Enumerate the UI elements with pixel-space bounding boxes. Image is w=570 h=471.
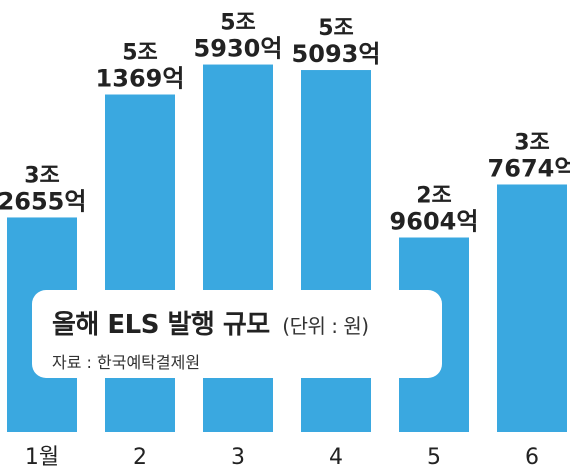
value-label-6-line-2: 7674억 xyxy=(488,154,570,182)
value-label-5-line-1: 2조 xyxy=(416,184,452,209)
chart-source: 자료 : 한국예탁결제원 xyxy=(52,353,201,372)
x-tick-label-4: 4 xyxy=(329,445,343,470)
chart-title: 올해 ELS 발행 규모 xyxy=(52,310,270,340)
x-tick-label-6: 6 xyxy=(525,445,539,470)
bar-6 xyxy=(497,184,567,432)
legend-box: 올해 ELS 발행 규모 (단위 : 원) 자료 : 한국예탁결제원 xyxy=(32,290,442,378)
value-label-6-line-1: 3조 xyxy=(514,130,550,155)
bar-2 xyxy=(105,94,175,432)
value-label-1-line-2: 2655억 xyxy=(0,187,86,215)
value-label-3-line-1: 5조 xyxy=(220,11,256,36)
x-tick-label-5: 5 xyxy=(427,445,441,470)
chart-title-line: 올해 ELS 발행 규모 (단위 : 원) xyxy=(52,304,442,341)
value-label-2-line-1: 5조 xyxy=(122,41,158,66)
x-tick-label-1: 1월 xyxy=(25,445,59,470)
value-label-3-line-2: 5930억 xyxy=(194,35,283,63)
value-label-4-line-1: 5조 xyxy=(318,16,354,41)
x-tick-labels-group: 1월 2 3 4 5 6 xyxy=(25,445,539,470)
chart-unit: (단위 : 원) xyxy=(282,314,369,338)
value-label-1-line-1: 3조 xyxy=(24,163,60,188)
value-label-2-line-2: 1369억 xyxy=(96,65,185,93)
x-tick-label-2: 2 xyxy=(133,445,147,470)
value-label-4-line-2: 5093억 xyxy=(292,40,381,68)
x-tick-label-3: 3 xyxy=(231,445,245,470)
value-label-5-line-2: 9604억 xyxy=(390,208,479,236)
value-labels-group: 3조2655억5조1369억5조5930억5조5093억2조9604억3조767… xyxy=(0,11,570,236)
